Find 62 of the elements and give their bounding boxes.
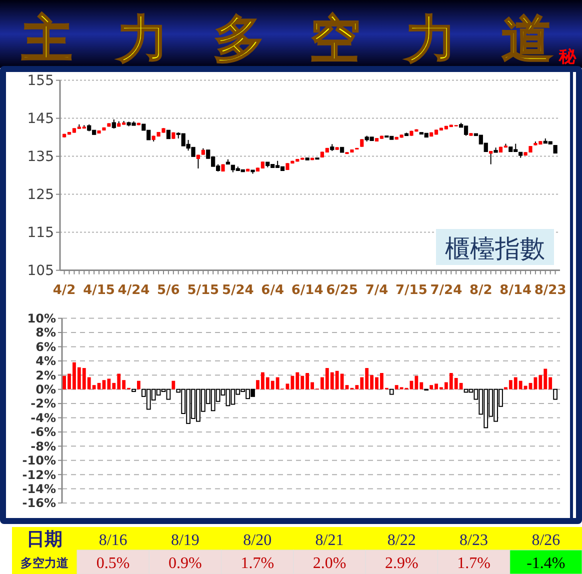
y-tick-label: 105 xyxy=(27,263,54,280)
y-tick-label: 145 xyxy=(27,111,54,128)
x-tick-label: 6/14 xyxy=(291,283,324,298)
y-tick-label: 125 xyxy=(27,187,54,204)
x-tick-label: 7/15 xyxy=(396,283,428,298)
x-tick-label: 7/4 xyxy=(365,283,388,298)
category-label: 8/19 xyxy=(170,532,200,549)
y-tick-label: 6% xyxy=(36,340,56,354)
x-tick-label: 4/15 xyxy=(83,283,115,298)
category-label: 8/21 xyxy=(315,532,344,549)
category-label: 8/26 xyxy=(532,532,560,549)
y-tick-label: -12% xyxy=(22,468,56,482)
y-tick-label: -6% xyxy=(30,425,56,440)
chart-subtitle: 秘 xyxy=(558,47,577,67)
x-tick-label: 7/24 xyxy=(430,283,462,298)
y-tick-label: 4% xyxy=(36,354,56,368)
data-label: -1.4% xyxy=(526,555,566,572)
category-label: 8/16 xyxy=(98,532,128,549)
x-tick-label: 6/4 xyxy=(261,283,284,298)
y-tick-label: 115 xyxy=(27,225,54,242)
chart-title: 主力多空力道 xyxy=(21,10,552,68)
y-tick-label: -16% xyxy=(22,496,56,510)
y-tick-label: -10% xyxy=(22,454,56,468)
y-tick-label: 0% xyxy=(36,382,56,397)
x-tick-label: 8/2 xyxy=(469,283,492,298)
data-label: 1.7% xyxy=(457,555,490,572)
category-label: 8/20 xyxy=(243,532,272,549)
data-label: 2.0% xyxy=(312,555,346,572)
x-tick-label: 5/6 xyxy=(157,283,180,298)
annotation: 櫃檯指數 xyxy=(445,236,545,263)
category-label: 8/22 xyxy=(387,532,416,549)
y-tick-label: 2% xyxy=(36,368,56,382)
bar xyxy=(136,380,140,390)
bar xyxy=(553,388,558,400)
data-label: 0.5% xyxy=(96,555,130,572)
y-tick-label: -4% xyxy=(30,410,56,425)
bar xyxy=(172,380,176,390)
data-label: 1.7% xyxy=(240,555,274,572)
candlestick xyxy=(112,118,116,130)
x-tick-label: 8/23 xyxy=(534,283,566,298)
data-label: 2.9% xyxy=(384,555,418,572)
y-tick-label: 135 xyxy=(27,149,54,166)
y-tick-label: -8% xyxy=(30,439,56,454)
bar xyxy=(345,385,349,390)
text: 多空力道 xyxy=(20,556,70,570)
y-tick-label: 155 xyxy=(27,73,54,90)
bar xyxy=(389,388,394,395)
bar xyxy=(528,382,532,390)
text: 日期 xyxy=(26,529,62,550)
y-tick-label: 8% xyxy=(36,326,56,340)
x-tick-label: 8/14 xyxy=(500,283,532,298)
y-tick-label: 10% xyxy=(27,312,56,326)
x-tick-label: 5/15 xyxy=(187,283,220,298)
data-label: 0.9% xyxy=(168,555,202,572)
x-tick-label: 4/2 xyxy=(52,283,76,298)
y-tick-label: -14% xyxy=(22,482,56,496)
bar xyxy=(132,388,136,392)
x-tick-label: 6/25 xyxy=(326,283,358,298)
y-tick-label: -2% xyxy=(30,396,56,411)
category-label: 8/23 xyxy=(460,532,488,549)
x-tick-label: 4/24 xyxy=(118,283,150,298)
x-tick-label: 5/24 xyxy=(222,283,254,298)
